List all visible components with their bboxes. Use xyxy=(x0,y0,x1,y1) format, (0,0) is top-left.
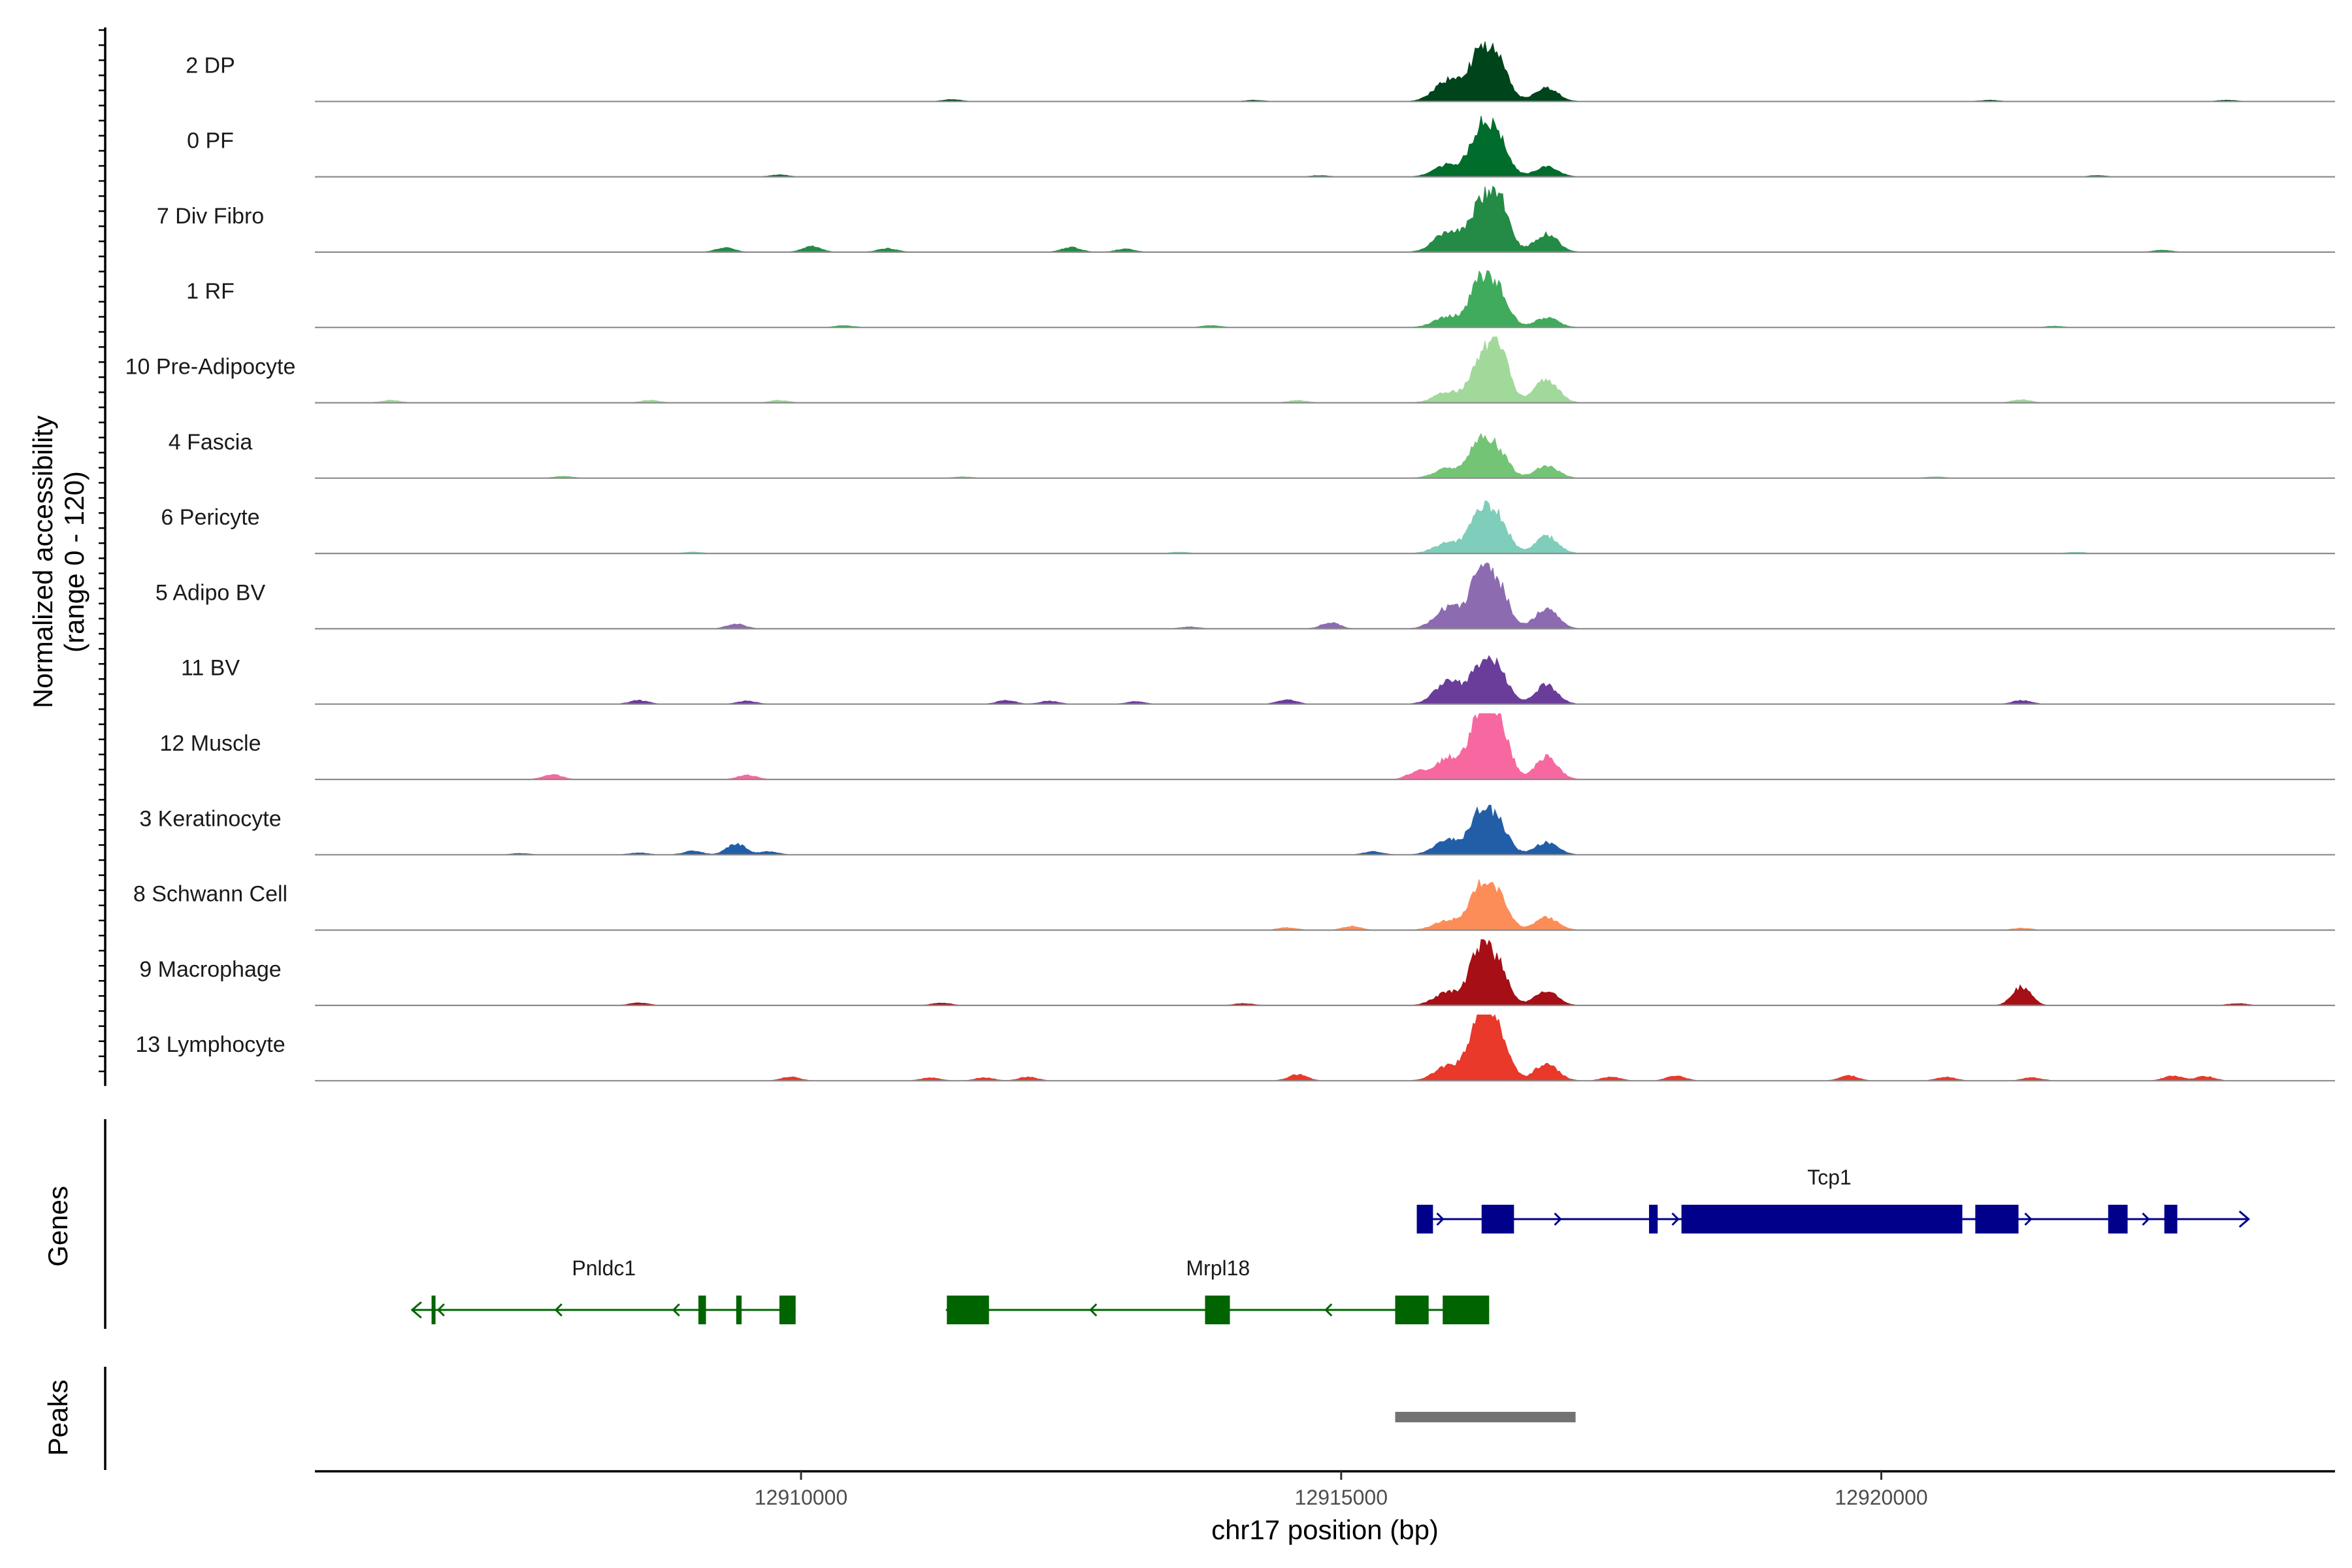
gene-exon xyxy=(1395,1296,1429,1324)
track-label: 3 Keratinocyte xyxy=(139,806,281,831)
gene-model: Pnldc1 xyxy=(410,1256,796,1324)
gene-exon xyxy=(1649,1205,1658,1233)
gene-model: Tcp1 xyxy=(1416,1166,2251,1233)
track-label: 11 BV xyxy=(181,656,240,681)
coverage-track: 0 PF xyxy=(187,116,2335,178)
gene-model: Mrpl18 xyxy=(945,1256,1490,1324)
gene-annotation-track: Tcp1 Pnldc1 Mrpl18 xyxy=(104,1119,2251,1329)
track-label: 0 PF xyxy=(187,129,234,154)
strand-arrow xyxy=(1324,1303,1333,1317)
coverage-track: 9 Macrophage xyxy=(139,939,2335,1007)
x-tick-label: 12920000 xyxy=(1835,1486,1927,1509)
track-label: 12 Muscle xyxy=(160,731,261,756)
gene-name-label: Pnldc1 xyxy=(572,1256,636,1280)
gene-exon xyxy=(698,1296,706,1324)
gene-exon xyxy=(779,1296,796,1324)
strand-arrow xyxy=(1436,1212,1445,1226)
strand-arrow xyxy=(2238,1210,2251,1228)
track-label: 8 Schwann Cell xyxy=(133,882,287,907)
strand-arrow xyxy=(2024,1212,2033,1226)
coverage-track: 11 BV xyxy=(181,655,2335,705)
gene-name-label: Mrpl18 xyxy=(1186,1256,1250,1280)
strand-arrow xyxy=(554,1303,563,1317)
track-label: 1 RF xyxy=(186,279,235,304)
genes-track-title: Genes xyxy=(42,1186,73,1267)
coverage-y-axis xyxy=(99,27,106,1086)
track-label: 5 Adipo BV xyxy=(155,580,266,605)
peak-region xyxy=(1395,1412,1576,1422)
gene-name-label: Tcp1 xyxy=(1807,1166,1852,1189)
gene-exon xyxy=(1416,1205,1433,1233)
track-label: 7 Div Fibro xyxy=(157,204,264,229)
coverage-track: 5 Adipo BV xyxy=(155,563,2335,630)
gene-exon xyxy=(736,1296,742,1324)
x-axis-title: chr17 position (bp) xyxy=(1211,1514,1439,1545)
y-axis-title: Normalized accessibility (range 0 - 120) xyxy=(27,416,90,708)
coverage-track: 10 Pre-Adipocyte xyxy=(125,336,2335,404)
coverage-track: 4 Fascia xyxy=(169,430,2335,479)
coverage-track: 8 Schwann Cell xyxy=(133,879,2335,931)
strand-arrow xyxy=(410,1301,422,1319)
x-tick-label: 12910000 xyxy=(755,1486,847,1509)
gene-exon xyxy=(1443,1296,1490,1324)
gene-exon xyxy=(1205,1296,1230,1324)
strand-arrow xyxy=(2142,1212,2150,1226)
gene-exon xyxy=(1481,1205,1514,1233)
coverage-tracks: 2 DP 0 PF 7 Div Fibro 1 RF 10 Pre-Adipocyte 4… xyxy=(125,41,2335,1082)
gene-exon xyxy=(2108,1205,2128,1233)
coverage-track: 1 RF xyxy=(186,270,2335,329)
coverage-track: 7 Div Fibro xyxy=(157,186,2335,253)
y-axis-title-line2: (range 0 - 120) xyxy=(59,471,90,653)
y-axis-title-line1: Normalized accessibility xyxy=(27,416,58,708)
strand-arrow xyxy=(1554,1212,1562,1226)
coverage-track: 2 DP xyxy=(186,41,2335,103)
gene-exon xyxy=(1681,1205,1963,1233)
gene-exon xyxy=(947,1296,989,1324)
track-label: 13 Lymphocyte xyxy=(135,1032,285,1057)
gene-exon xyxy=(2164,1205,2178,1233)
peak-track xyxy=(104,1367,1576,1470)
x-axis: 12910000 12915000 12920000 xyxy=(315,1470,2335,1509)
gene-exon xyxy=(431,1296,436,1324)
x-tick-label: 12915000 xyxy=(1295,1486,1388,1509)
coverage-track: 12 Muscle xyxy=(160,713,2335,781)
peaks-track-title: Peaks xyxy=(42,1380,73,1456)
strand-arrow xyxy=(672,1303,680,1317)
coverage-track: 3 Keratinocyte xyxy=(139,804,2335,856)
track-label: 9 Macrophage xyxy=(139,957,281,982)
track-label: 4 Fascia xyxy=(169,430,253,455)
track-label: 6 Pericyte xyxy=(161,505,259,530)
track-label: 2 DP xyxy=(186,53,235,78)
strand-arrow xyxy=(1089,1303,1098,1317)
gene-exon xyxy=(1975,1205,2019,1233)
coverage-track: 13 Lymphocyte xyxy=(135,1014,2335,1082)
strand-arrow xyxy=(436,1303,445,1317)
strand-arrow xyxy=(1671,1212,1680,1226)
coverage-track: 6 Pericyte xyxy=(161,500,2335,555)
track-label: 10 Pre-Adipocyte xyxy=(125,355,296,380)
